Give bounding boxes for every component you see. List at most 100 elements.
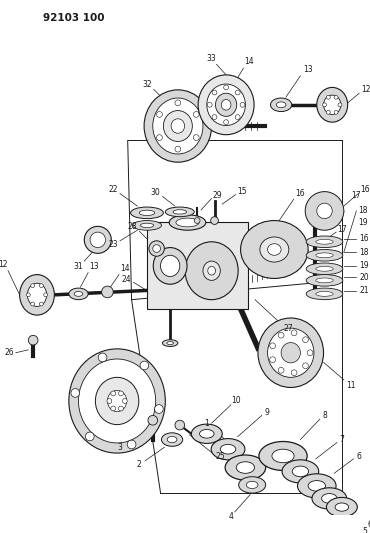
Ellipse shape <box>270 98 292 111</box>
Ellipse shape <box>306 236 343 247</box>
Ellipse shape <box>322 494 337 503</box>
Circle shape <box>291 330 297 336</box>
Circle shape <box>334 95 338 99</box>
Circle shape <box>194 217 200 223</box>
Ellipse shape <box>225 455 266 480</box>
Ellipse shape <box>78 359 156 443</box>
Ellipse shape <box>169 215 206 230</box>
Text: 25: 25 <box>215 453 225 462</box>
Text: 1: 1 <box>205 418 209 427</box>
Ellipse shape <box>236 462 255 473</box>
Text: 11: 11 <box>346 381 355 390</box>
Circle shape <box>157 111 162 117</box>
Ellipse shape <box>316 253 333 257</box>
Ellipse shape <box>317 203 332 219</box>
Ellipse shape <box>173 209 186 214</box>
Text: 18: 18 <box>359 206 368 215</box>
Circle shape <box>40 302 43 306</box>
Text: 5: 5 <box>363 527 367 533</box>
Circle shape <box>240 102 245 107</box>
Text: 14: 14 <box>120 264 130 273</box>
Text: 16: 16 <box>360 185 370 194</box>
Circle shape <box>323 103 326 107</box>
Circle shape <box>127 440 136 449</box>
Text: 19: 19 <box>358 218 368 227</box>
Circle shape <box>326 110 330 114</box>
Circle shape <box>148 415 158 425</box>
Ellipse shape <box>306 274 343 286</box>
Text: 13: 13 <box>89 262 99 271</box>
Ellipse shape <box>316 292 333 296</box>
Ellipse shape <box>140 223 154 228</box>
Ellipse shape <box>153 98 203 154</box>
Ellipse shape <box>335 503 349 511</box>
Ellipse shape <box>305 192 344 230</box>
Ellipse shape <box>164 110 192 141</box>
Text: 16: 16 <box>359 235 369 244</box>
Text: 26: 26 <box>4 348 14 357</box>
Text: 18: 18 <box>359 248 369 257</box>
Ellipse shape <box>220 445 236 454</box>
Circle shape <box>194 135 199 141</box>
Circle shape <box>153 245 161 253</box>
Ellipse shape <box>239 477 266 493</box>
Ellipse shape <box>171 119 185 133</box>
Ellipse shape <box>306 249 343 261</box>
Text: 9: 9 <box>264 408 269 417</box>
Ellipse shape <box>69 288 88 300</box>
Ellipse shape <box>306 263 343 274</box>
Text: 6: 6 <box>367 520 370 529</box>
Circle shape <box>84 227 111 253</box>
Ellipse shape <box>316 266 333 271</box>
Ellipse shape <box>131 207 164 219</box>
Ellipse shape <box>167 437 177 443</box>
Circle shape <box>28 335 38 345</box>
Text: 21: 21 <box>359 287 369 295</box>
Circle shape <box>326 95 330 99</box>
Ellipse shape <box>20 274 54 315</box>
Ellipse shape <box>208 266 215 275</box>
Circle shape <box>175 146 181 152</box>
Ellipse shape <box>246 481 258 489</box>
Circle shape <box>40 284 43 288</box>
Ellipse shape <box>107 390 127 411</box>
Circle shape <box>303 337 309 343</box>
Circle shape <box>122 399 127 403</box>
Text: 22: 22 <box>108 185 118 194</box>
Ellipse shape <box>281 343 300 363</box>
Ellipse shape <box>316 278 333 283</box>
Ellipse shape <box>259 441 307 471</box>
Circle shape <box>111 406 116 411</box>
Ellipse shape <box>69 349 165 453</box>
Circle shape <box>26 293 30 297</box>
Ellipse shape <box>139 210 155 215</box>
Ellipse shape <box>326 497 357 517</box>
Ellipse shape <box>317 87 348 122</box>
Circle shape <box>291 370 297 376</box>
Text: 3: 3 <box>118 443 122 452</box>
Text: 4: 4 <box>229 512 233 521</box>
Text: 17: 17 <box>352 191 361 200</box>
Ellipse shape <box>165 207 194 217</box>
Ellipse shape <box>191 424 222 443</box>
Circle shape <box>85 432 94 441</box>
Ellipse shape <box>95 377 139 425</box>
Circle shape <box>90 232 105 247</box>
Text: 27: 27 <box>283 324 293 333</box>
Circle shape <box>107 399 112 403</box>
Text: 30: 30 <box>151 188 161 197</box>
Ellipse shape <box>276 102 286 108</box>
Circle shape <box>211 217 218 224</box>
Circle shape <box>149 241 164 256</box>
Text: 31: 31 <box>74 262 83 271</box>
Circle shape <box>194 111 199 117</box>
Ellipse shape <box>282 460 319 483</box>
Ellipse shape <box>176 218 199 227</box>
Circle shape <box>235 115 240 119</box>
Text: 12: 12 <box>0 261 8 270</box>
Text: 14: 14 <box>245 57 254 66</box>
Ellipse shape <box>215 93 237 116</box>
Circle shape <box>140 361 149 370</box>
Ellipse shape <box>306 288 343 300</box>
Text: 92103 100: 92103 100 <box>43 13 104 23</box>
